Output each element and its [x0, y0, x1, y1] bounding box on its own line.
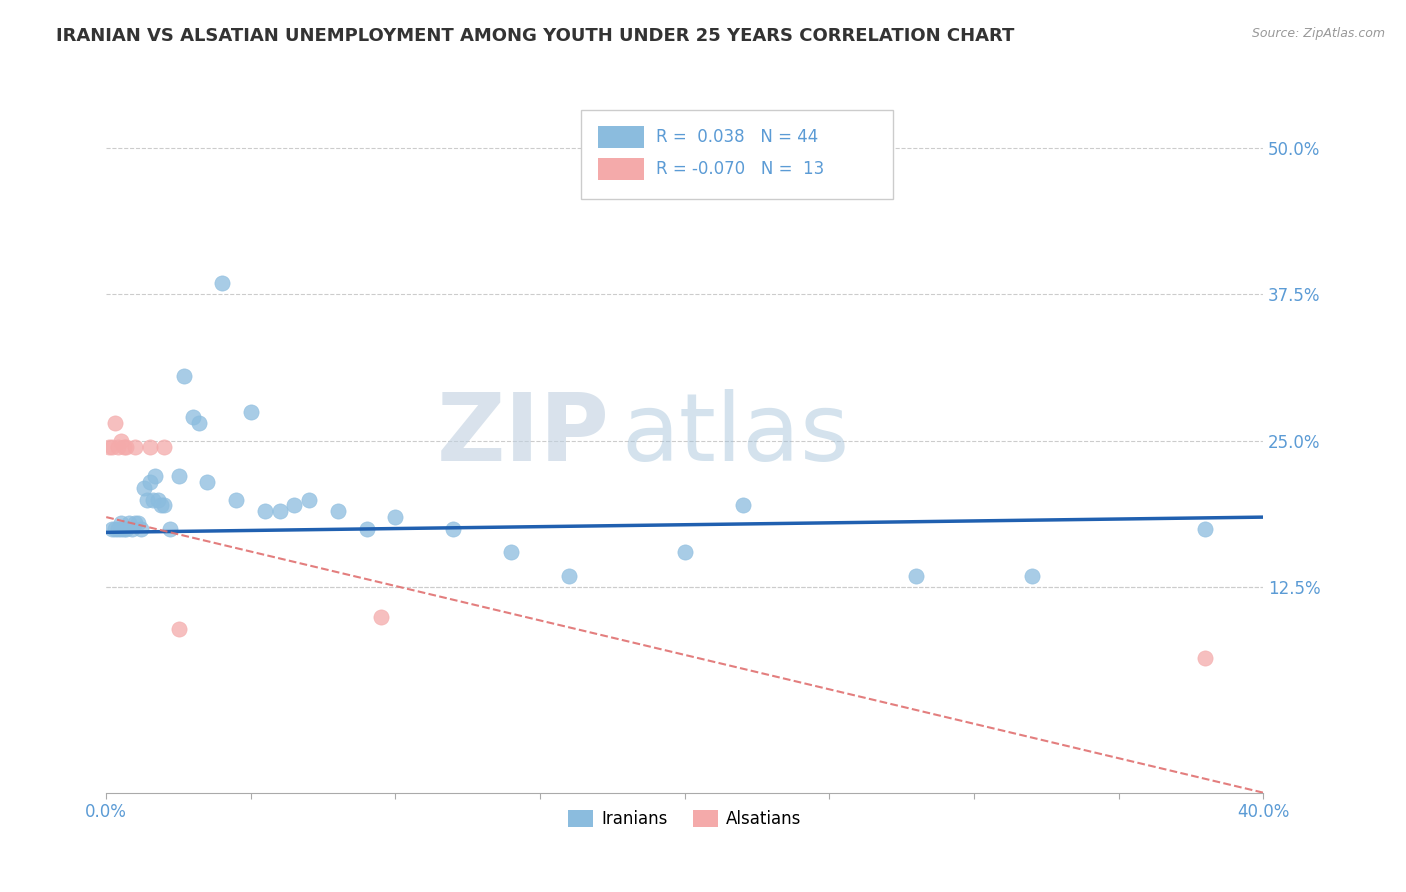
Point	[211, 276, 233, 290]
Point	[98, 440, 121, 454]
FancyBboxPatch shape	[581, 110, 893, 199]
Point	[124, 440, 146, 454]
Point	[501, 545, 523, 559]
Point	[356, 522, 378, 536]
Point	[132, 481, 155, 495]
Point	[167, 469, 190, 483]
Text: R = -0.070   N =  13: R = -0.070 N = 13	[655, 160, 824, 178]
Point	[112, 440, 135, 454]
Point	[115, 440, 138, 454]
Point	[370, 609, 392, 624]
Legend: Iranians, Alsatians: Iranians, Alsatians	[561, 803, 808, 834]
Point	[121, 522, 143, 536]
Point	[1194, 650, 1216, 665]
Text: atlas: atlas	[621, 389, 849, 481]
Point	[127, 516, 149, 530]
Point	[104, 522, 127, 536]
Point	[110, 516, 132, 530]
Point	[239, 404, 262, 418]
Point	[153, 440, 176, 454]
Point	[104, 417, 127, 431]
Point	[118, 516, 141, 530]
Point	[326, 504, 349, 518]
Point	[138, 440, 160, 454]
Point	[141, 492, 163, 507]
Bar	[598, 158, 644, 179]
Point	[110, 434, 132, 448]
Point	[1194, 522, 1216, 536]
Point	[558, 568, 581, 582]
Point	[101, 440, 124, 454]
Bar	[598, 126, 644, 147]
Point	[153, 499, 176, 513]
Point	[167, 622, 190, 636]
Point	[145, 469, 167, 483]
Point	[187, 417, 209, 431]
Point	[225, 492, 247, 507]
Point	[124, 516, 146, 530]
Point	[150, 499, 173, 513]
Point	[107, 522, 129, 536]
Text: R =  0.038   N = 44: R = 0.038 N = 44	[655, 128, 818, 145]
Point	[115, 522, 138, 536]
Point	[197, 475, 219, 489]
Point	[159, 522, 181, 536]
Point	[101, 522, 124, 536]
Point	[283, 499, 305, 513]
Point	[112, 522, 135, 536]
Point	[138, 475, 160, 489]
Point	[254, 504, 277, 518]
Point	[181, 410, 204, 425]
Text: Source: ZipAtlas.com: Source: ZipAtlas.com	[1251, 27, 1385, 40]
Point	[441, 522, 464, 536]
Point	[173, 369, 195, 384]
Point	[673, 545, 696, 559]
Point	[110, 522, 132, 536]
Point	[298, 492, 321, 507]
Point	[269, 504, 291, 518]
Point	[148, 492, 170, 507]
Point	[1021, 568, 1043, 582]
Text: ZIP: ZIP	[437, 389, 610, 481]
Point	[107, 440, 129, 454]
Point	[731, 499, 754, 513]
Point	[384, 510, 406, 524]
Point	[905, 568, 928, 582]
Text: IRANIAN VS ALSATIAN UNEMPLOYMENT AMONG YOUTH UNDER 25 YEARS CORRELATION CHART: IRANIAN VS ALSATIAN UNEMPLOYMENT AMONG Y…	[56, 27, 1015, 45]
Point	[135, 492, 157, 507]
Point	[129, 522, 152, 536]
